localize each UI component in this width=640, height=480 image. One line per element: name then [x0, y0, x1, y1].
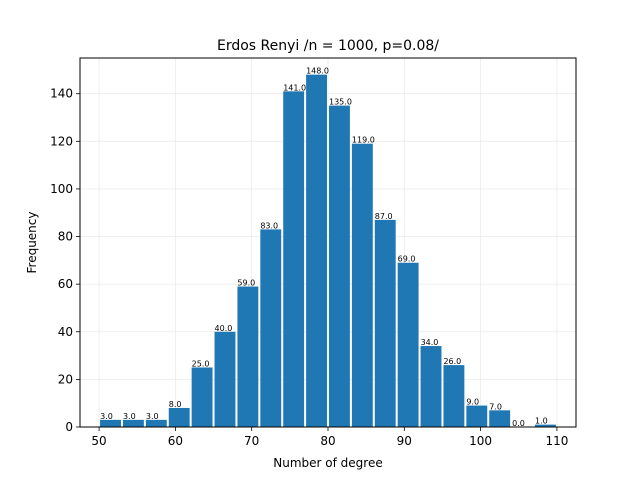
bar-value-label: 40.0: [215, 324, 233, 333]
bar-value-label: 1.0: [535, 417, 548, 426]
histogram-bar: [168, 407, 190, 427]
bar-value-label: 141.0: [283, 83, 306, 92]
bar-value-label: 9.0: [466, 398, 479, 407]
bar-value-label: 0.0: [512, 419, 525, 428]
bar-value-label: 25.0: [192, 359, 210, 368]
bar-value-label: 87.0: [375, 212, 393, 221]
histogram-bar: [145, 419, 167, 427]
bar-value-label: 69.0: [398, 255, 416, 264]
bars: [100, 74, 556, 427]
histogram-bar: [443, 365, 465, 427]
histogram-bar: [191, 367, 213, 427]
bar-value-label: 148.0: [306, 67, 329, 76]
histogram-bar: [237, 286, 259, 427]
histogram-bar: [306, 74, 327, 427]
y-tick-label: 40: [58, 325, 73, 339]
y-tick-label: 80: [58, 230, 73, 244]
histogram-bar: [397, 262, 419, 427]
bar-value-label: 34.0: [421, 338, 439, 347]
bar-value-label: 8.0: [169, 400, 182, 409]
bar-value-label: 119.0: [352, 136, 375, 145]
y-axis-label: Frequency: [25, 212, 39, 274]
x-tick-label: 100: [469, 434, 492, 448]
x-axis-label: Number of degree: [273, 456, 382, 470]
x-tick-label: 110: [545, 434, 568, 448]
y-tick-label: 60: [58, 277, 73, 291]
histogram-bar: [489, 410, 511, 427]
x-tick-label: 50: [91, 434, 106, 448]
y-tick-label: 0: [65, 420, 73, 434]
histogram-bar: [100, 419, 121, 427]
histogram-bar: [214, 331, 236, 427]
y-tick-label: 20: [58, 372, 73, 386]
y-axis-ticks: 0 20 40 60 80 100 120 140: [50, 87, 80, 434]
x-tick-label: 90: [397, 434, 412, 448]
bar-value-label: 135.0: [329, 98, 352, 107]
y-tick-label: 140: [50, 87, 73, 101]
histogram-bar: [329, 105, 350, 427]
x-tick-label: 80: [320, 434, 335, 448]
y-tick-label: 120: [50, 134, 73, 148]
bar-value-label: 59.0: [237, 279, 255, 288]
histogram-bar: [260, 229, 282, 427]
histogram-bar: [374, 219, 396, 427]
bar-value-label: 3.0: [146, 412, 159, 421]
histogram-bar: [535, 424, 556, 427]
histogram-bar: [351, 143, 373, 427]
histogram-bar: [122, 419, 144, 427]
bar-value-label: 7.0: [489, 402, 502, 411]
bar-value-label: 83.0: [260, 221, 278, 230]
x-tick-label: 60: [168, 434, 183, 448]
bar-value-label: 3.0: [100, 412, 113, 421]
bar-value-label: 3.0: [123, 412, 136, 421]
chart-title: Erdos Renyi /n = 1000, p=0.08/: [217, 38, 439, 54]
x-axis-ticks: 50 60 70 80 90 100 110: [91, 427, 568, 448]
histogram-bar: [420, 346, 442, 427]
bar-value-label: 26.0: [443, 357, 461, 366]
x-tick-label: 70: [244, 434, 259, 448]
histogram-bar: [466, 405, 488, 427]
y-tick-label: 100: [50, 182, 73, 196]
histogram-bar: [283, 91, 305, 427]
